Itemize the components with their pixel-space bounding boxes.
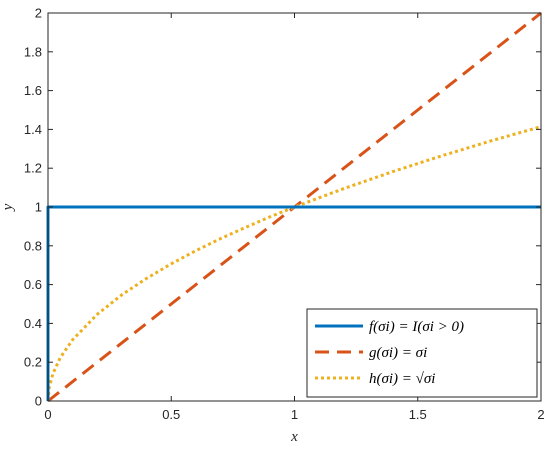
series-line-3 [46,125,542,402]
y-tick-label: 1.8 [24,44,42,59]
y-tick-label: 1 [35,200,42,215]
axis-ticks: 0 0.5 1 1.5 2 0 0.2 0.4 0.6 0.8 1 1.2 1.4 1.6 1.8 2 [24,6,545,423]
y-axis-label: y [0,203,16,212]
legend-label: f(σi) = I(σi > 0) [369,319,464,335]
y-tick-label: 1.4 [24,122,42,137]
y-tick-label: 2 [35,6,42,21]
x-tick-label: 1 [291,407,298,422]
x-tick-label: 2 [537,407,544,422]
y-tick-label: 0.8 [24,238,42,253]
y-tick-label: 0.6 [24,277,42,292]
y-tick-label: 0 [35,394,42,409]
y-tick-label: 1.2 [24,161,42,176]
y-tick-label: 0.4 [24,316,42,331]
legend-label: g(σi) = σi [369,345,427,361]
legend-label: h(σi) = √σi [369,371,435,387]
legend: f(σi) = I(σi > 0) g(σi) = σi h(σi) = √σi [306,308,538,398]
x-tick-label: 0 [44,407,51,422]
x-tick-label: 1.5 [409,407,427,422]
x-axis-label: x [290,429,298,445]
y-tick-label: 1.6 [24,83,42,98]
x-tick-label: 0.5 [162,407,180,422]
y-tick-label: 0.2 [24,355,42,370]
